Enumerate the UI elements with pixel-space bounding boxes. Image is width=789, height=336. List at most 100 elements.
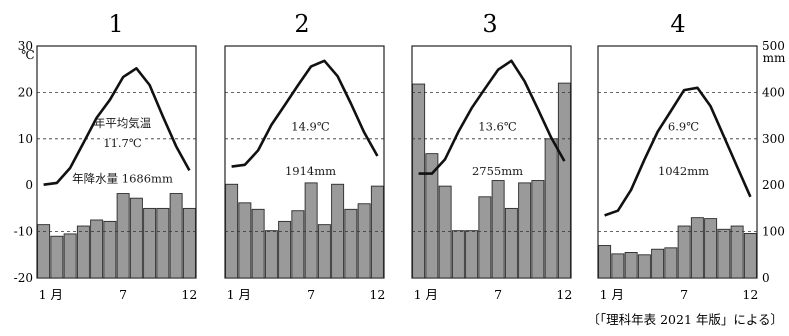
precip-bar [291,210,305,279]
x-tick-label: 1 月 [414,287,438,302]
left-tick-label: 10 [18,132,33,146]
precip-bar [664,247,678,279]
temperature-line [43,67,191,186]
chart-annotation: 13.6℃ [478,119,517,133]
precip-bar [690,217,704,279]
panel-2: 2 14.9℃ 1914mm 1 月 7 12 [224,10,385,302]
precip-bar [63,233,77,279]
temperature-line [418,59,566,175]
panel-label: 4 [670,10,685,38]
panel-label: 1 [108,10,123,38]
right-tick-label: 300 [762,132,785,146]
precip-bar [225,183,239,279]
plot-frame [597,45,758,279]
precip-bar [90,219,104,279]
x-tick-label: 7 [680,287,688,302]
precip-bar [637,254,651,279]
panel-1: 1 年平均気温 11.7℃ 年降水量 1686mm 1 月 7 12 [36,10,197,302]
right-tick-label: 100 [762,225,785,239]
chart-annotation: 2755mm [472,164,523,178]
x-tick-label: 1 月 [600,287,624,302]
plot-frame [224,45,385,279]
precip-bar [156,207,170,279]
x-tick-label: 7 [494,287,502,302]
precip-bar [103,220,117,279]
precip-bar [478,196,492,279]
panel-3: 3 13.6℃ 2755mm 1 月 7 12 [411,10,572,302]
precip-bar [344,208,358,279]
precip-bar [730,225,744,279]
panel-label: 2 [294,10,309,38]
source-citation: 〔「理科年表 2021 年版」による〕 [587,312,783,327]
right-tick-label: 400 [762,85,785,99]
precip-bar [425,153,439,279]
precip-bar [651,248,665,279]
plot-frame [411,45,572,279]
precip-bar [264,230,278,279]
precip-bar [169,193,183,279]
right-tick-label: 500 [762,39,785,53]
precip-bar [278,220,292,279]
precip-bar [116,193,130,279]
chart-annotation: 年平均気温 [94,116,152,130]
precip-bar [531,180,545,279]
x-tick-label: 7 [119,287,127,302]
precip-bar [624,252,638,279]
precip-bar [557,82,571,279]
precip-bar [504,207,518,279]
precip-bar [143,207,157,279]
x-tick-label: 12 [369,287,385,302]
precip-bar [465,230,479,279]
chart-annotation: 11.7℃ [103,136,142,150]
left-tick-label: 20 [18,85,33,99]
x-tick-label: 1 月 [227,287,251,302]
precip-bar [76,225,90,279]
precip-bar [331,183,345,279]
precip-bar [611,253,625,279]
precip-bar [438,185,452,279]
panel-4: 4 6.9℃ 1042mm 1 月 7 12 [597,10,758,302]
precip-bar [129,197,143,279]
precip-bar [251,208,265,279]
x-tick-label: 1 月 [39,287,63,302]
chart-annotation: 14.9℃ [291,119,330,133]
right-tick-label: 0 [762,271,770,285]
left-tick-label: 0 [25,178,33,192]
precip-bar [491,180,505,279]
chart-panels: 1 年平均気温 11.7℃ 年降水量 1686mm 1 月 7 12 2 14.9℃ 1914mm… [36,10,758,302]
left-tick-label: 30 [18,39,33,53]
precip-bar [544,138,558,279]
panel-label: 3 [482,10,497,38]
precip-bar [182,207,196,279]
precip-bar [598,245,612,279]
x-tick-label: 7 [307,287,315,302]
precip-bar [717,228,731,279]
precip-bar [370,185,384,279]
precip-bar [412,83,426,279]
left-tick-label: -10 [14,225,33,239]
temperature-line [231,59,379,168]
x-tick-label: 12 [181,287,197,302]
precip-bar [743,233,757,279]
precip-bar [451,230,465,279]
precip-bar [704,218,718,279]
left-temperature-axis: ℃ 30 20 10 0 -10 -20 [14,39,35,285]
left-tick-label: -20 [14,271,33,285]
precip-bar [50,235,64,279]
right-tick-label: 200 [762,178,785,192]
precip-bar [304,182,318,279]
precip-bar [238,202,252,279]
left-axis-unit: ℃ [21,48,34,62]
right-precipitation-axis: mm 500 400 300 200 100 0 [762,39,786,285]
precip-bar [518,182,532,279]
x-tick-label: 12 [742,287,758,302]
precip-bar [317,224,331,279]
precip-bar [357,203,371,279]
chart-annotation: 年降水量 1686mm [72,171,173,185]
right-axis-unit: mm [763,51,786,65]
chart-annotation: 1042mm [658,164,709,178]
precip-bar [677,225,691,279]
temperature-line [604,86,752,217]
